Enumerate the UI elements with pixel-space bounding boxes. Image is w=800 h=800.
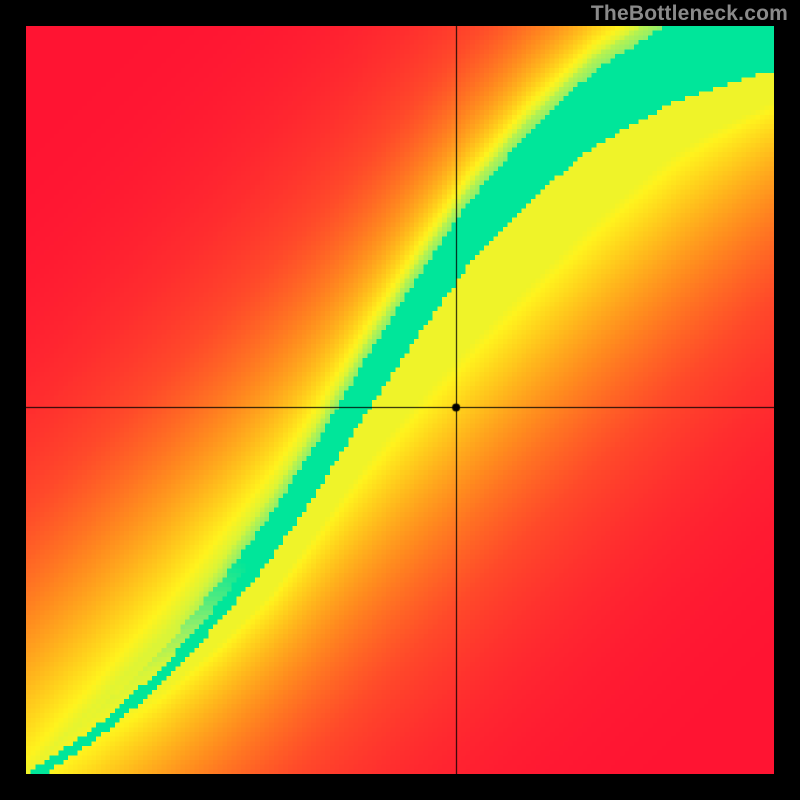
bottleneck-heatmap bbox=[26, 26, 774, 774]
attribution-label: TheBottleneck.com bbox=[591, 2, 788, 26]
